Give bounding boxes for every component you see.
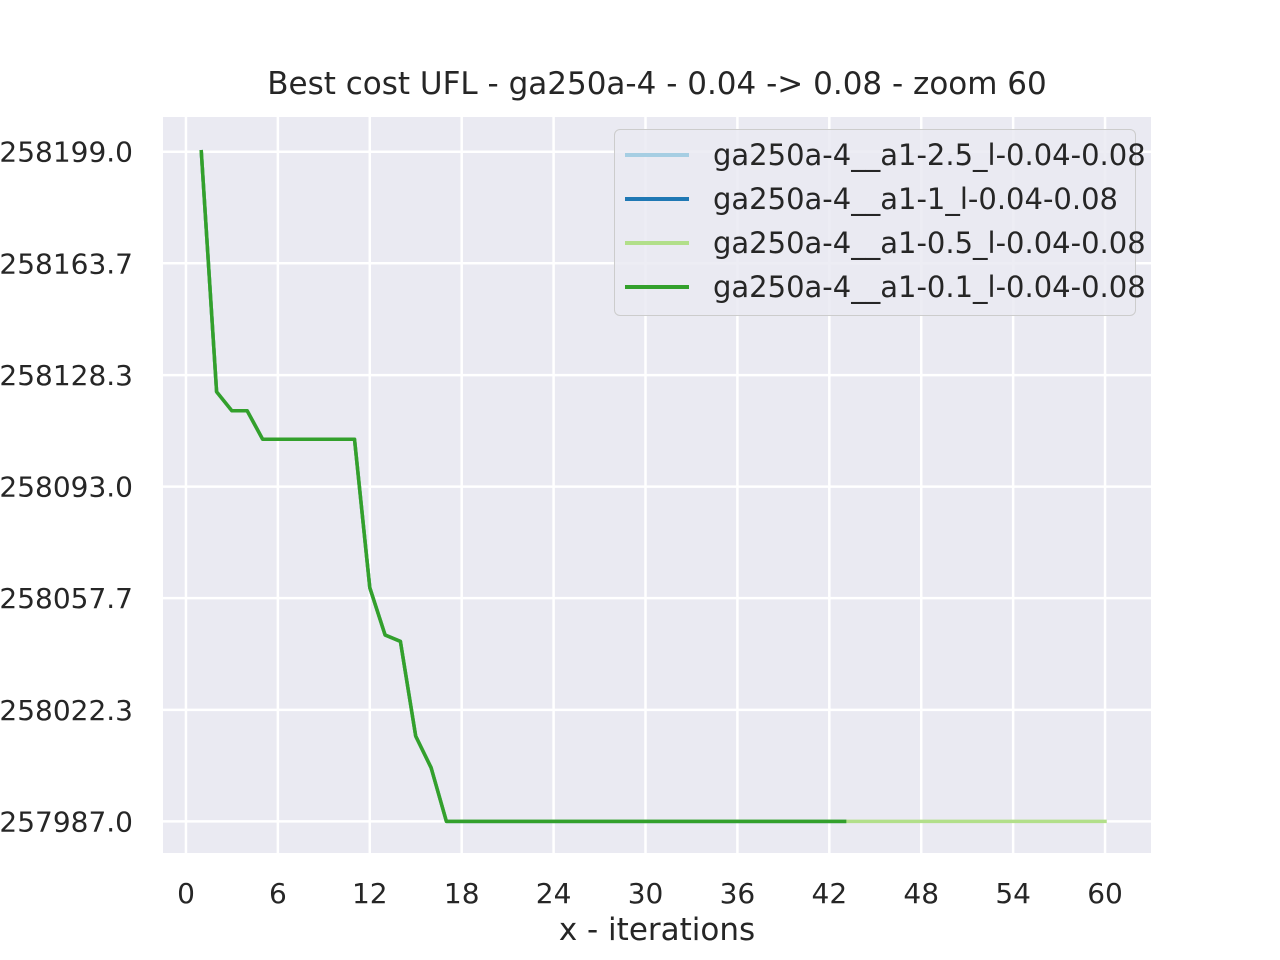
legend-label: ga250a-4__a1-0.5_l-0.04-0.08 [713,226,1146,260]
x-tick-label: 60 [1087,877,1123,910]
legend-swatch [625,153,689,157]
series-lines [199,149,1107,824]
x-tick-label: 6 [269,877,287,910]
legend-label: ga250a-4__a1-0.1_l-0.04-0.08 [713,270,1146,304]
series-line [199,149,847,824]
y-tick-label: 258057.7 [0,582,133,615]
x-tick-label: 24 [536,877,572,910]
legend-swatch [625,285,689,289]
x-tick-label: 42 [812,877,848,910]
legend-swatch [625,241,689,245]
y-tick-label: 257987.0 [0,805,133,838]
legend-item: ga250a-4__a1-1_l-0.04-0.08 [615,177,1118,221]
y-tick-label: 258093.0 [0,471,133,504]
legend-label: ga250a-4__a1-2.5_l-0.04-0.08 [713,138,1146,172]
y-tick-label: 258163.7 [0,247,133,280]
x-tick-label: 30 [628,877,664,910]
y-tick-label: 258022.3 [0,694,133,727]
legend-item: ga250a-4__a1-2.5_l-0.04-0.08 [615,133,1146,177]
y-tick-label: 258128.3 [0,359,133,392]
x-tick-label: 12 [352,877,388,910]
x-tick-label: 18 [444,877,480,910]
tick-labels: 0 6 12 18 24 30 36 42 48 54 60 257987.0 258022.3 2580… [0,136,1123,910]
legend-item: ga250a-4__a1-0.1_l-0.04-0.08 [615,265,1146,309]
x-tick-label: 54 [995,877,1031,910]
x-axis-label: x - iterations [558,912,756,948]
x-tick-label: 0 [177,877,195,910]
legend: ga250a-4__a1-2.5_l-0.04-0.08 ga250a-4__a… [614,129,1146,316]
chart-title: Best cost UFL - ga250a-4 - 0.04 -> 0.08 … [267,66,1047,102]
legend-swatch [625,197,689,201]
x-tick-label: 48 [903,877,939,910]
y-tick-label: 258199.0 [0,136,133,169]
x-tick-label: 36 [720,877,756,910]
legend-item: ga250a-4__a1-0.5_l-0.04-0.08 [615,221,1146,265]
legend-label: ga250a-4__a1-1_l-0.04-0.08 [713,182,1118,216]
